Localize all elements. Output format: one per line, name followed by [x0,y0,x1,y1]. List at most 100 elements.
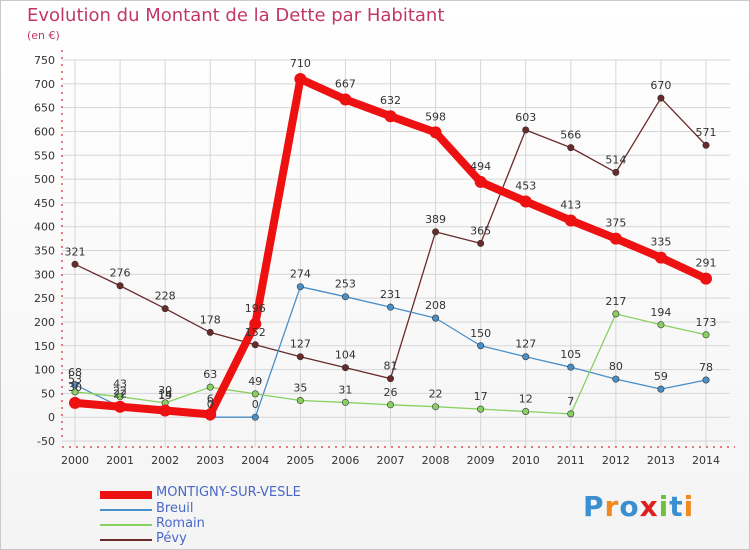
legend-label-breuil: Breuil [156,501,194,516]
data-point [657,385,665,393]
data-label: 208 [425,299,446,312]
data-label: 6 [207,392,214,405]
x-tick-label: 2003 [196,454,224,467]
data-point [432,228,440,236]
data-labels: 3212762281781521271048138936560356651467… [65,57,717,411]
data-label: 53 [68,373,82,386]
x-tick-label: 2006 [331,454,359,467]
x-tick-label: 2001 [106,454,134,467]
x-tick-label: 2013 [647,454,675,467]
data-point [386,401,394,409]
data-label: 78 [699,361,713,374]
data-label: 22 [429,388,443,401]
data-label: 291 [696,257,717,270]
legend-swatch-pevy [100,539,152,541]
data-point [522,126,530,134]
y-tick-label: 150 [34,340,55,353]
logo-letter: o [619,490,640,523]
data-label: 566 [560,129,581,142]
data-point [159,404,172,417]
data-label: 178 [200,313,221,326]
data-point [161,305,169,313]
legend-label-romain: Romain [156,516,205,531]
data-point [567,144,575,152]
logo-letter: t [669,490,684,523]
data-label: 35 [293,382,307,395]
data-label: 710 [290,57,311,70]
data-label: 19 [158,389,172,402]
data-label: 389 [425,213,446,226]
y-tick-label: 550 [34,149,55,162]
y-tick-label: 0 [48,411,55,424]
data-label: 59 [654,370,668,383]
data-label: 30 [68,381,82,394]
data-label: 453 [515,179,536,192]
data-label: 274 [290,268,311,281]
x-tick-label: 2011 [557,454,585,467]
data-label: 335 [650,236,671,249]
data-label: 43 [113,378,127,391]
data-point [522,353,530,361]
data-label: 81 [384,360,398,373]
data-point [564,214,577,227]
y-tick-label: 250 [34,292,55,305]
grid [62,59,730,447]
data-label: 30 [158,384,172,397]
data-label: 670 [650,79,671,92]
data-point [206,328,214,336]
data-label: 228 [155,290,176,303]
data-label: 49 [248,375,262,388]
data-label: 514 [605,153,626,166]
y-tick-label: 500 [34,173,55,186]
data-point [567,410,575,418]
x-tick-label: 2009 [467,454,495,467]
data-label: 194 [650,306,671,319]
data-point [702,376,710,384]
data-label: 253 [335,278,356,291]
legend-swatch-breuil [100,509,152,511]
legend-swatch-montigny [100,491,152,499]
data-point [71,381,79,389]
y-tick-label: 400 [34,221,55,234]
data-point [69,396,81,409]
data-point [654,251,667,264]
y-tick-label: 200 [34,316,55,329]
logo-letter: x [639,490,659,523]
y-tick-label: 700 [34,78,55,91]
x-tick-label: 2004 [241,454,269,467]
x-tick-label: 2007 [377,454,405,467]
data-point [296,353,304,361]
data-point [294,73,307,86]
y-tick-label: -50 [37,435,55,448]
data-label: 598 [425,110,446,123]
data-point [251,413,259,421]
y-tick-label: 50 [41,387,55,400]
data-label: 0 [252,398,259,411]
axes: -500501001502002503003504004505005506006… [34,50,735,467]
data-label: 80 [609,360,623,373]
y-tick-label: 100 [34,364,55,377]
x-tick-label: 2014 [692,454,720,467]
data-point [116,282,124,290]
data-label: 632 [380,94,401,107]
logo-letter: r [604,490,620,523]
data-label: 31 [338,383,352,396]
data-point [700,272,712,285]
data-point [249,317,262,330]
data-label: 0 [207,398,214,411]
chart-subtitle: (en €) [27,29,60,42]
y-tick-label: 650 [34,102,55,115]
data-point [474,175,487,188]
data-label: 494 [470,160,491,173]
data-point [296,397,304,405]
data-label: 127 [515,338,536,351]
data-label: 14 [158,389,172,402]
data-point [251,390,259,398]
logo-letter: i [658,490,670,523]
data-point [702,331,710,339]
data-point [609,232,622,245]
data-point [612,375,620,383]
data-label: 22 [113,385,127,398]
